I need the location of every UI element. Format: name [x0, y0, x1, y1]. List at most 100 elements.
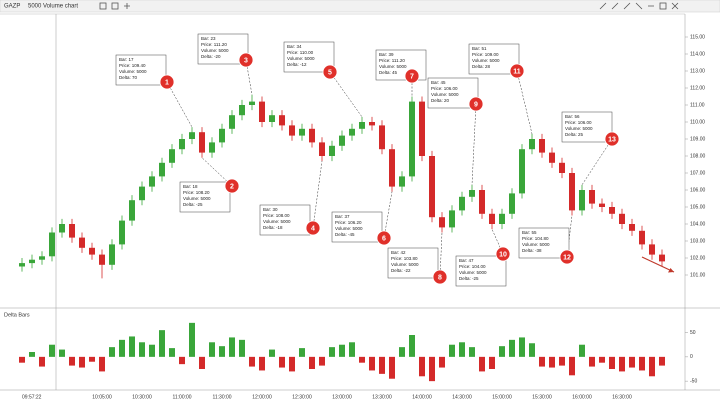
icon[interactable]	[671, 2, 679, 10]
delta-bar	[89, 356, 95, 362]
annotation-marker	[404, 68, 420, 84]
delta-bar	[629, 356, 635, 368]
box-line: Price: 109.00	[472, 52, 499, 57]
toolbar-icons	[99, 2, 679, 10]
time-label: 16:00:00	[572, 394, 592, 400]
box-line: Bar: 45	[431, 80, 446, 85]
icon[interactable]	[124, 3, 130, 9]
candle-body	[219, 128, 225, 143]
trend-arrow	[641, 256, 675, 273]
delta-bar	[549, 356, 555, 368]
candle-body	[329, 145, 335, 156]
icon[interactable]	[599, 2, 654, 10]
time-label: 13:30:00	[372, 394, 392, 400]
delta-bar	[409, 335, 415, 357]
annotation-number: 9	[474, 101, 478, 108]
candle-body	[409, 101, 415, 177]
candle-body	[349, 128, 355, 136]
candle-body	[179, 139, 185, 150]
box-frame	[179, 181, 231, 213]
annotation-number: 2	[230, 183, 234, 190]
delta-bar	[519, 337, 525, 357]
box-line: Bar: 47	[459, 258, 474, 263]
annotation-marker	[495, 246, 511, 262]
delta-bar	[209, 342, 215, 357]
y-tick-label: 106.00	[690, 187, 706, 193]
candle-body	[529, 139, 535, 150]
delta-tick-label: -50	[690, 378, 697, 384]
box-line: Bar: 39	[379, 52, 394, 57]
delta-bar	[39, 356, 45, 367]
box-line: Delta: -25	[183, 202, 203, 207]
icon[interactable]	[111, 2, 119, 10]
y-tick-label: 113.00	[690, 68, 705, 74]
box-line: Price: 104.80	[522, 236, 549, 241]
delta-bar	[529, 343, 535, 357]
box-line: Delta: 28	[472, 64, 491, 69]
annotation-leader	[439, 232, 443, 278]
chart-name[interactable]: 5000 Volume chart	[28, 4, 78, 10]
candle-body	[459, 196, 465, 211]
candle-body	[159, 162, 165, 177]
box-line: Volume: 5000	[522, 242, 550, 247]
annotation-number: 11	[513, 68, 521, 75]
box-line: Delta: 70	[119, 75, 138, 80]
candle-body	[29, 259, 35, 264]
delta-bar	[169, 348, 175, 357]
delta-bar	[319, 356, 325, 366]
delta-bar	[349, 342, 355, 357]
icon[interactable]	[659, 2, 667, 10]
delta-bar	[619, 356, 625, 372]
annotation-leader	[383, 191, 393, 239]
candle-body	[39, 256, 45, 260]
delta-tick-label: 0	[690, 354, 693, 360]
annotation-marker	[224, 178, 240, 194]
candle-body	[509, 193, 515, 214]
trend-arrow-head	[668, 268, 674, 273]
time-label: 13:00:00	[332, 394, 352, 400]
delta-bar	[489, 356, 495, 369]
annotation-leader	[581, 138, 613, 186]
y-tick-label: 109.00	[690, 136, 706, 142]
box-line: Bar: 30	[263, 207, 278, 212]
candle-body	[539, 139, 545, 153]
box-line: Volume: 5000	[119, 69, 147, 74]
box-frame	[455, 255, 507, 287]
delta-bar	[599, 356, 605, 363]
box-frame	[561, 111, 613, 143]
annotation-marker	[604, 131, 620, 147]
box-line: Bar: 56	[565, 114, 580, 119]
candle-body	[199, 132, 205, 153]
annotation-marker	[376, 230, 392, 246]
symbol[interactable]: GAZP	[4, 4, 20, 10]
candle-body	[279, 115, 285, 126]
candle-body	[399, 176, 405, 187]
annotation-number: 6	[382, 235, 386, 242]
candle-body	[469, 190, 475, 197]
box-line: Delta: -18	[263, 225, 283, 230]
delta-bar	[329, 347, 335, 357]
box-line: Volume: 5000	[379, 64, 407, 69]
box-line: Volume: 5000	[183, 196, 211, 201]
box-line: Volume: 5000	[431, 92, 459, 97]
box-line: Delta: -25	[459, 276, 479, 281]
candle-body	[269, 115, 275, 122]
box-line: Price: 106.20	[335, 220, 362, 225]
candle-body	[89, 247, 95, 255]
delta-bar	[219, 346, 225, 357]
candle-body	[609, 207, 615, 214]
y-tick-label: 112.00	[690, 85, 705, 91]
y-tick-label: 107.00	[690, 170, 706, 176]
candle-body	[549, 152, 555, 163]
box-line: Bar: 51	[472, 46, 487, 51]
delta-bar	[379, 356, 385, 374]
box-line: Delta: -38	[522, 248, 542, 253]
y-tick-label: 110.00	[690, 119, 705, 125]
icon[interactable]	[99, 2, 107, 10]
time-label: 11:00:00	[172, 394, 191, 400]
annotation-number: 1	[165, 79, 169, 86]
time-label: 12:00:00	[252, 394, 272, 400]
delta-bar	[659, 356, 665, 366]
candle-body	[379, 125, 385, 150]
